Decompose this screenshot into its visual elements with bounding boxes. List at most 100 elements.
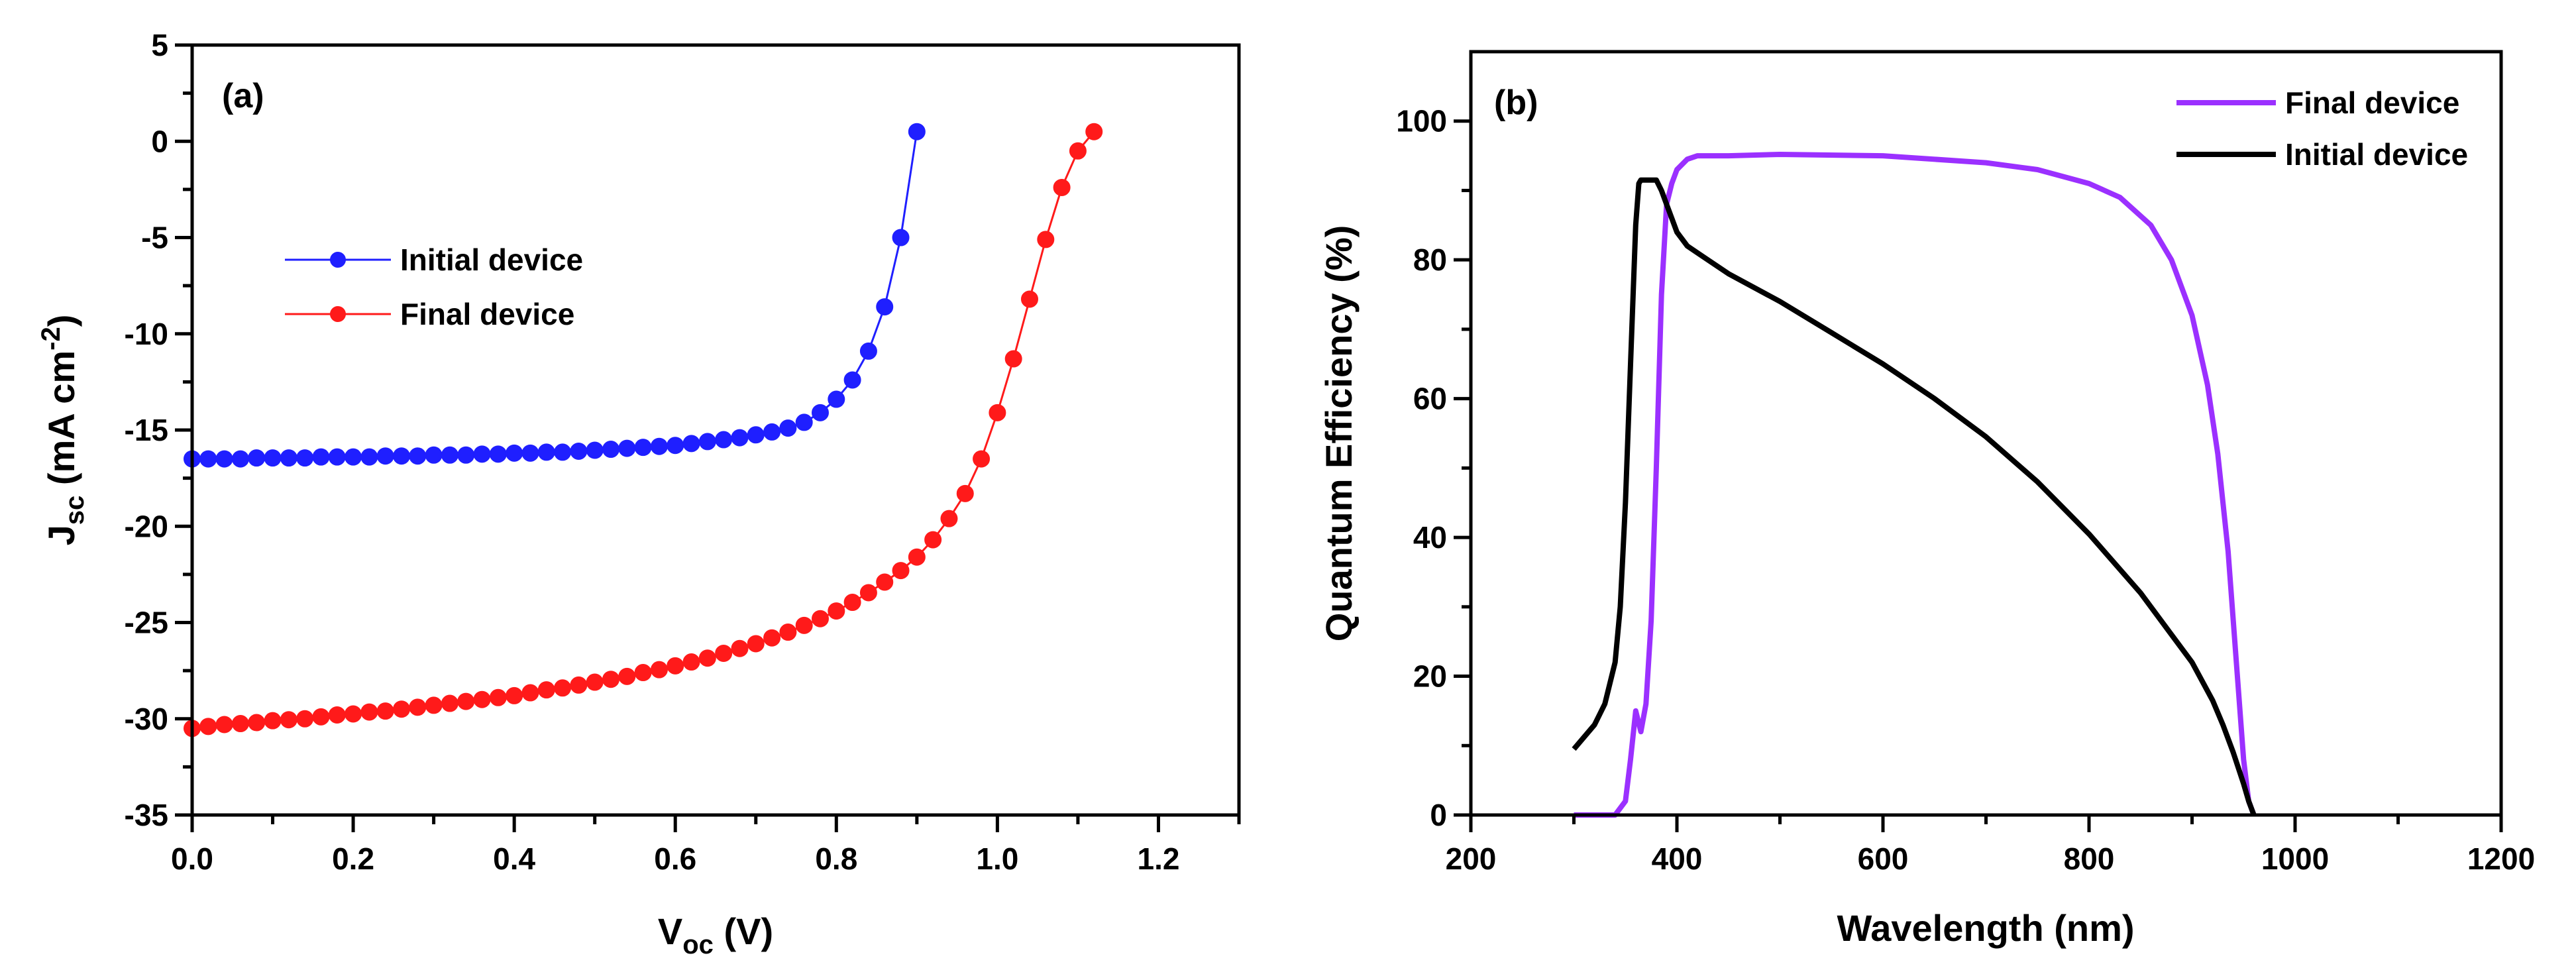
panel-b-y-tick-label: 0	[1430, 798, 1447, 832]
panel-a-initial-device-point	[199, 450, 217, 468]
panel-a-initial-device-point	[345, 448, 362, 466]
panel-a-final-device-point	[892, 562, 910, 580]
panel-b-final-device-legend-label: Final device	[2285, 85, 2459, 120]
panel-a-final-device-point	[570, 676, 588, 694]
panel-a-initial-device-point	[328, 448, 346, 466]
panel-a-final-device-point	[667, 657, 684, 675]
panel-a-final-device-point	[1037, 231, 1055, 248]
panel-a-final-device-point	[859, 584, 877, 602]
panel-a-initial-device-point	[908, 123, 926, 140]
panel-a-final-device-point	[199, 718, 217, 735]
panel-a-initial-device-point	[280, 449, 297, 467]
panel-a-final-device-point	[1069, 142, 1087, 160]
panel-a-final-device-point	[908, 548, 926, 566]
panel-a-final-device-point	[698, 649, 716, 667]
panel-a-y-tick-label: -25	[125, 606, 168, 640]
panel-a-initial-device-point	[650, 437, 668, 455]
panel-a-final-device-point	[586, 673, 604, 691]
panel-b-initial-device-line	[1572, 177, 2257, 816]
panel-a-initial-device-point	[296, 449, 314, 467]
panel-a-axis-ticks: 0.0 0.2 0.4 0.6 0.8 1.0 1.2 5 0 -5 -10 -15 -20 -25 -30…	[125, 28, 1241, 876]
panel-a-final-device-point	[634, 664, 652, 682]
panel-a-final-device-point	[215, 716, 233, 734]
panel-a-final-device-point	[843, 593, 861, 611]
panel-a-final-device-point	[747, 635, 765, 653]
panel-a-initial-device-point	[409, 447, 427, 465]
panel-a-y-tick-label: -35	[125, 798, 168, 832]
panel-a-initial-device-point	[554, 443, 572, 461]
panel-a-initial-device-point	[731, 429, 749, 447]
panel-b-x-tick-label: 1200	[2467, 842, 2535, 876]
panel-a-final-device-point	[312, 708, 330, 726]
panel-a-initial-device-point	[828, 390, 845, 408]
panel-a-initial-device-point	[215, 450, 233, 468]
panel-a-initial-device-point	[763, 423, 781, 441]
panel-a-x-tick-label: 0.2	[332, 842, 374, 876]
panel-a-initial-device-point	[521, 444, 539, 462]
panel-a-final-device-point	[1053, 178, 1071, 196]
panel-a-final-device-point	[506, 686, 523, 704]
panel-a-initial-device-point	[231, 450, 249, 468]
panel-a-final-device-point	[280, 711, 297, 729]
panel-a-initial-device-point	[698, 433, 716, 451]
panel-a-x-tick-label: 1.0	[976, 842, 1018, 876]
panel-b-initial-device-legend-label: Initial device	[2285, 137, 2468, 172]
panel-b-qe-chart: 200 400 600 800 1000 1200 0 20 40 60 80 100 (b) Fin…	[1318, 50, 2535, 949]
panel-a-label: (a)	[222, 77, 264, 115]
panel-b-y-tick-label: 80	[1413, 243, 1447, 277]
panel-a-initial-device-point	[602, 441, 619, 459]
panel-a-initial-device-point	[537, 443, 555, 461]
panel-a-final-device-point	[795, 616, 813, 634]
panel-a-final-device-point	[554, 679, 572, 697]
panel-a-x-axis-title: Voc (V)	[658, 910, 773, 959]
panel-a-initial-device-point	[360, 448, 378, 466]
panel-a-final-device-point	[264, 712, 282, 730]
panel-a-initial-device-point	[747, 426, 765, 444]
panel-a-final-device-point	[940, 510, 958, 527]
panel-a-final-device-point	[457, 692, 475, 710]
panel-a-initial-device-point	[425, 446, 443, 464]
panel-a-initial-device-point	[248, 449, 266, 467]
panel-a-initial-device-point	[876, 298, 894, 316]
panel-a-x-tick-label: 0.6	[654, 842, 696, 876]
panel-a-initial-device-point	[393, 447, 410, 465]
panel-a-final-device-point	[360, 703, 378, 721]
panel-a-final-device-point	[715, 644, 733, 662]
panel-a-final-device-point	[1004, 350, 1022, 368]
panel-a-final-device-point	[924, 531, 942, 549]
panel-a-initial-device-point	[779, 419, 797, 437]
panel-a-initial-device-point	[441, 446, 458, 464]
panel-b-y-tick-label: 100	[1396, 104, 1447, 138]
panel-b-series-layer	[1572, 152, 2257, 818]
panel-a-legend: Initial device Final device	[285, 243, 583, 331]
panel-a-initial-device-point	[859, 342, 877, 360]
panel-b-legend: Final device Initial device	[2176, 85, 2468, 172]
panel-b-x-tick-label: 400	[1652, 842, 1703, 876]
panel-a-final-device-point	[537, 681, 555, 699]
panel-a-final-device-point	[441, 694, 458, 712]
panel-a-initial-device-point	[586, 441, 604, 459]
panel-b-y-axis-title: Quantum Efficiency (%)	[1318, 225, 1360, 642]
panel-a-plot-frame	[190, 43, 1241, 817]
panel-a-final-device-point	[779, 624, 797, 641]
panel-a-y-tick-label: -30	[125, 702, 168, 736]
panel-a-final-device-line	[191, 131, 1095, 730]
panel-b-x-tick-label: 200	[1446, 842, 1497, 876]
panel-a-initial-device-legend-label: Initial device	[400, 243, 583, 277]
panel-b-y-tick-label: 60	[1413, 382, 1447, 416]
panel-a-y-tick-label: -10	[125, 317, 168, 351]
panel-a-initial-device-point	[264, 449, 282, 467]
panel-a-y-tick-label: -15	[125, 413, 168, 447]
panel-b-label: (b)	[1494, 83, 1538, 122]
panel-a-final-device-point	[602, 671, 619, 688]
panel-a-initial-device-point	[634, 439, 652, 457]
panel-b-x-tick-label: 600	[1858, 842, 1909, 876]
panel-a-y-tick-label: -20	[125, 509, 168, 543]
panel-b-final-device-line	[1574, 152, 2257, 818]
panel-a-final-device-point	[1085, 123, 1103, 140]
panel-a-final-device-point	[409, 698, 427, 716]
panel-b-x-axis-title: Wavelength (nm)	[1837, 907, 2134, 949]
panel-a-final-device-point	[682, 653, 700, 671]
panel-a-y-tick-label: 0	[151, 124, 168, 158]
